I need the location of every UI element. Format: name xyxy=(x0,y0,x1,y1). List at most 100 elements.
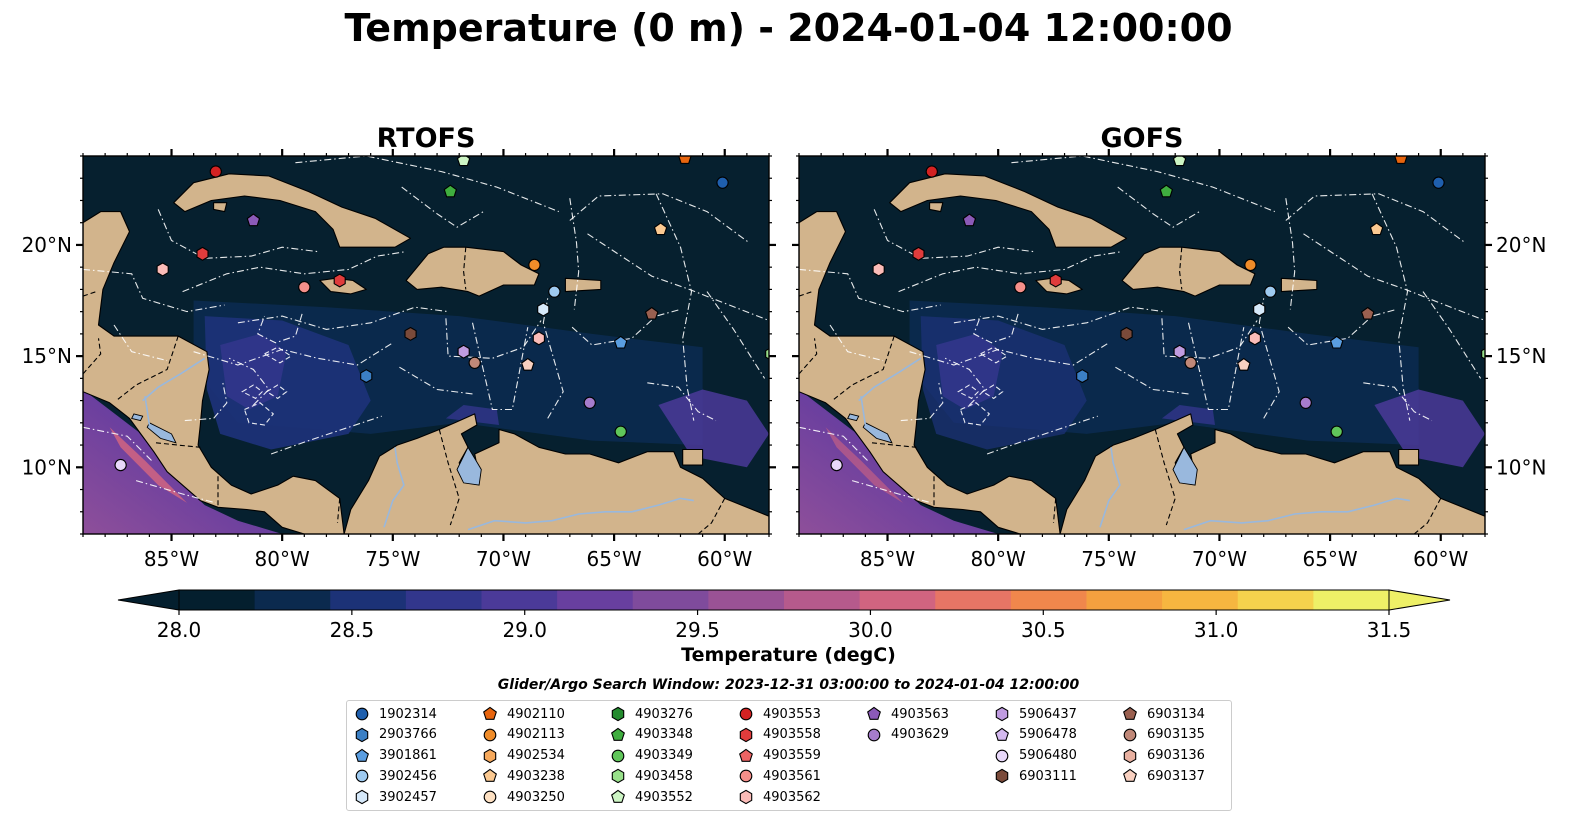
contour-line xyxy=(471,322,529,411)
colorbar-bin xyxy=(481,590,558,610)
contour-line xyxy=(184,380,228,422)
y-tick-label: 10°N xyxy=(22,455,72,479)
legend-entry-6903111: 6903111 xyxy=(993,766,1077,786)
legend-marker xyxy=(483,728,497,742)
river xyxy=(144,395,151,426)
legend-marker xyxy=(867,728,881,742)
land-isleYouth xyxy=(213,202,228,213)
contour-line xyxy=(182,251,407,293)
legend-entry-6903134: 6903134 xyxy=(1121,704,1205,724)
country-border xyxy=(1052,498,1057,523)
hexagon-marker-icon xyxy=(483,748,497,763)
y-tick-label: 20°N xyxy=(22,233,72,257)
circle-marker-icon xyxy=(355,707,369,721)
country-border xyxy=(438,429,460,526)
float-marker-4903553 xyxy=(209,165,222,178)
contour-line xyxy=(851,480,932,504)
contour-line xyxy=(83,268,225,313)
float-marker-5906437 xyxy=(1173,344,1186,359)
legend-entry-label: 6903134 xyxy=(1147,706,1205,722)
x-tick-label: 80°W xyxy=(255,547,310,571)
legend-entry-4902110: 4902110 xyxy=(481,704,565,724)
country-border xyxy=(799,291,813,297)
country-border xyxy=(336,498,341,523)
contour-line xyxy=(295,156,560,213)
float-marker-6903137 xyxy=(521,357,535,371)
float-marker-2903766 xyxy=(360,369,373,384)
colorbar-bin xyxy=(254,590,331,610)
land-trinidad xyxy=(682,448,704,466)
legend-marker xyxy=(355,707,369,721)
legend-marker xyxy=(1123,769,1137,783)
contour-loop xyxy=(959,402,991,426)
hexagon-marker-icon xyxy=(995,769,1009,784)
contour-line xyxy=(799,268,941,313)
land-centralAmerica xyxy=(83,211,345,534)
colorbar-frame xyxy=(178,589,1390,611)
legend-marker xyxy=(1123,706,1137,720)
lake-nicaragua xyxy=(862,422,893,444)
contour-line xyxy=(909,342,1110,366)
river xyxy=(467,497,694,531)
field-warm-se xyxy=(658,389,769,468)
float-marker-4903629 xyxy=(583,396,596,409)
legend-entry-4902113: 4902113 xyxy=(481,725,565,745)
contour-line xyxy=(1371,193,1411,421)
contour-line xyxy=(1285,198,1296,310)
legend-marker xyxy=(995,769,1009,784)
field-pacific-hot xyxy=(109,427,187,503)
legend-marker xyxy=(995,749,1009,762)
colorbar-tick-label: 28.0 xyxy=(157,618,202,642)
legend-entry-4902534: 4902534 xyxy=(481,746,565,766)
panel-title: RTOFS xyxy=(377,123,476,154)
legend-entry-label: 4903558 xyxy=(763,727,821,743)
legend-marker xyxy=(995,706,1009,722)
legend-entry-label: 4903458 xyxy=(635,768,693,784)
legend-entry-label: 5906478 xyxy=(1019,727,1077,743)
colorbar-label: Temperature (degC) xyxy=(681,644,896,666)
legend-entry-label: 4903553 xyxy=(763,706,821,722)
legend-entry-4903629: 4903629 xyxy=(865,725,949,745)
contour-line xyxy=(193,342,394,366)
legend-entry-6903136: 6903136 xyxy=(1121,746,1205,766)
colorbar-bin xyxy=(1313,590,1390,610)
land-centralAmerica xyxy=(799,211,1061,534)
float-marker-6903137 xyxy=(1237,357,1251,371)
hexagon-marker-icon xyxy=(355,789,369,805)
legend-entry-label: 6903135 xyxy=(1147,727,1205,743)
map-panel-gofs[interactable]: GOFS 85°W 80°W 75°W 70°W 65°W 60°W 20°N 15°N 10°N xyxy=(792,123,1546,571)
colorbar-tick-label: 30.0 xyxy=(848,618,893,642)
x-tick-label: 85°W xyxy=(860,547,915,571)
map-panel-rtofs[interactable]: RTOFS 85°W 80°W 75°W 70°W 65°W 60°W 20°N 15°N 10°… xyxy=(22,123,777,571)
legend-marker xyxy=(611,706,625,722)
contour-line xyxy=(1363,382,1433,422)
colorbar-extend-low xyxy=(117,589,180,611)
x-tick-label: 70°W xyxy=(476,547,531,571)
colorbar-bin xyxy=(632,590,709,610)
float-marker-1902314 xyxy=(716,176,729,189)
float-marker-2903766 xyxy=(1076,369,1089,384)
legend: 1902314 2903766 3901861 3902456 3902457 49021… xyxy=(346,700,1232,811)
contour-line xyxy=(399,366,473,395)
legend-marker xyxy=(355,789,369,805)
contour-line xyxy=(829,324,884,362)
river xyxy=(142,357,206,402)
pentagon-marker-icon xyxy=(483,706,497,720)
legend-entry-4903348: 4903348 xyxy=(609,725,693,745)
float-marker-4903562 xyxy=(532,331,545,346)
colorbar-tick-label: 29.5 xyxy=(675,618,720,642)
colorbar-bin xyxy=(179,590,256,610)
legend-entry-4903238: 4903238 xyxy=(481,766,565,786)
legend-marker xyxy=(1123,748,1137,763)
float-marker-4903348 xyxy=(1159,184,1174,198)
land-puertoRico xyxy=(1280,277,1318,293)
field-warm-sw xyxy=(936,333,1003,410)
lake-maracaibo xyxy=(1172,446,1198,486)
y-tick-label: 10°N xyxy=(1496,455,1546,479)
legend-entry-label: 6903111 xyxy=(1019,768,1077,784)
legend-marker xyxy=(867,706,881,720)
legend-marker xyxy=(611,727,625,741)
hexagon-marker-icon xyxy=(739,727,753,743)
legend-entry-4903562: 4903562 xyxy=(737,787,821,807)
